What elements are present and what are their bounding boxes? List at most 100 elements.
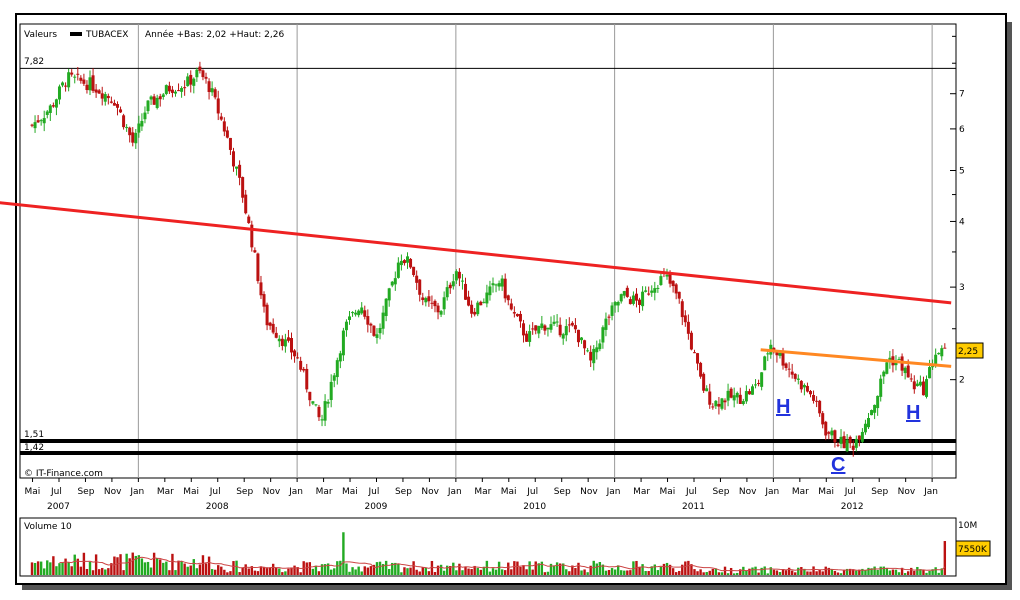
- candle-body: [344, 321, 348, 331]
- volume-bar: [623, 570, 626, 575]
- volume-bar: [934, 567, 937, 575]
- candle-body: [61, 82, 65, 86]
- volume-bar: [458, 563, 461, 575]
- candle-body: [67, 72, 71, 88]
- volume-bar: [406, 568, 409, 575]
- candle-body: [57, 86, 61, 100]
- volume-bar: [687, 560, 690, 575]
- volume-bar: [366, 567, 370, 575]
- volume-bar: [876, 570, 879, 575]
- legend-swatch: [70, 32, 82, 36]
- candle-body: [293, 350, 297, 357]
- volume-bar: [647, 571, 650, 575]
- volume-bar: [678, 570, 681, 575]
- volume-bar: [155, 558, 159, 575]
- volume-bar: [146, 561, 150, 575]
- volume-bar: [848, 568, 852, 575]
- candle-body: [164, 85, 168, 94]
- candle-body: [308, 391, 312, 401]
- x-month-label: Nov: [580, 487, 598, 497]
- candle-body: [82, 79, 86, 84]
- volume-bar: [217, 565, 220, 575]
- x-month-label: Jan: [764, 487, 779, 497]
- volume-bar: [278, 568, 281, 575]
- level-label-support2: 1,42: [24, 443, 44, 453]
- candle-body: [311, 401, 315, 404]
- volume-bar: [537, 563, 540, 575]
- volume-badge: [955, 540, 991, 557]
- y-tick-label: 2: [959, 376, 965, 386]
- volume-bar: [137, 555, 141, 575]
- volume-bar: [497, 561, 501, 575]
- candle-body: [515, 314, 519, 317]
- candle-body: [216, 98, 220, 114]
- volume-bar: [36, 561, 40, 575]
- volume-bar: [204, 563, 208, 575]
- candle-body: [100, 93, 104, 99]
- volume-bar: [906, 571, 910, 575]
- candle-body: [115, 104, 119, 108]
- candle-body: [375, 334, 379, 338]
- candle-body: [354, 312, 358, 315]
- candle-body: [647, 293, 651, 295]
- volume-bar: [253, 570, 257, 575]
- volume-bar: [571, 565, 574, 575]
- x-month-label: Jan: [923, 487, 938, 497]
- volume-bar: [742, 566, 745, 575]
- volume-bar: [244, 564, 247, 575]
- candle-body: [836, 444, 840, 446]
- candle-body: [677, 291, 681, 299]
- volume-bar: [681, 564, 684, 575]
- candle-body: [778, 353, 782, 356]
- candle-body: [198, 66, 202, 71]
- candle-body: [671, 280, 675, 287]
- candle-body: [460, 280, 464, 282]
- candle-body: [757, 383, 761, 385]
- candle-body: [30, 124, 34, 126]
- trendlines: [0, 201, 952, 368]
- candle-body: [549, 324, 553, 330]
- volume-bar: [171, 553, 174, 575]
- volume-bar: [317, 571, 321, 575]
- volume-bar: [470, 569, 473, 575]
- candle-body: [870, 410, 874, 416]
- volume-bar: [134, 555, 137, 575]
- x-month-label: Sep: [395, 487, 412, 497]
- candle-body: [439, 311, 443, 315]
- candle-body: [689, 332, 693, 350]
- volume-bar: [775, 570, 779, 575]
- volume-bar: [262, 566, 266, 575]
- volume-bar: [418, 571, 421, 575]
- candle-body: [183, 87, 187, 89]
- x-year-label: 2009: [364, 502, 387, 512]
- candle-body: [863, 423, 867, 433]
- volume-bar: [238, 572, 241, 575]
- volume-bar: [562, 563, 565, 575]
- candle-body: [231, 151, 235, 167]
- volume-bar: [97, 569, 101, 575]
- volume-bar: [482, 566, 486, 575]
- volume-bar: [916, 566, 919, 575]
- volume-bar: [351, 567, 354, 575]
- x-month-label: Sep: [236, 487, 253, 497]
- volume-bar: [70, 566, 73, 575]
- volume-bar: [824, 566, 827, 575]
- candle-body: [854, 438, 858, 448]
- x-month-label: Nov: [898, 487, 916, 497]
- candle-body: [702, 373, 706, 391]
- candle-body: [940, 348, 944, 357]
- volume-bar: [116, 557, 119, 575]
- candle-body: [696, 353, 700, 364]
- candle-body: [659, 276, 663, 286]
- candle-body: [812, 395, 816, 401]
- candle-body: [372, 325, 376, 336]
- volume-bar: [207, 556, 211, 575]
- candle-body: [808, 391, 812, 395]
- volume-bar: [256, 571, 260, 575]
- volume-bar: [943, 541, 947, 575]
- candle-body: [531, 328, 535, 330]
- volume-bar: [375, 562, 379, 575]
- volume-bar: [864, 570, 867, 575]
- volume-bar: [430, 560, 434, 575]
- volume-bar: [162, 562, 165, 575]
